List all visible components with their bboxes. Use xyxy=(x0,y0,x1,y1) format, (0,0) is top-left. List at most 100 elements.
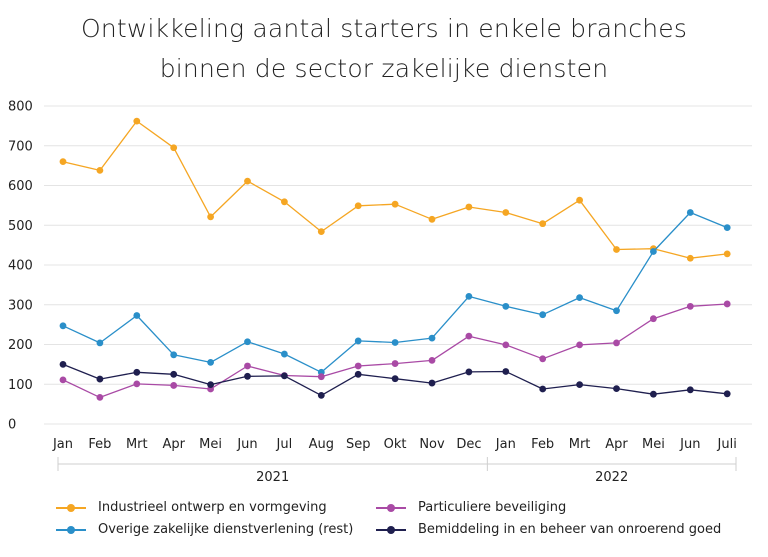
data-point xyxy=(576,294,583,301)
x-tick-label: Apr xyxy=(162,437,185,452)
data-point xyxy=(244,362,251,370)
legend-swatch xyxy=(376,524,406,536)
data-point xyxy=(170,382,178,389)
data-point xyxy=(428,357,436,364)
data-point xyxy=(59,360,67,368)
y-tick-label: 200 xyxy=(8,338,33,353)
data-point xyxy=(502,341,510,349)
legend-swatch xyxy=(56,524,86,536)
x-tick-label: Mei xyxy=(199,437,222,452)
data-point xyxy=(502,209,510,216)
data-point xyxy=(576,381,583,389)
data-point xyxy=(281,198,288,206)
data-point xyxy=(354,337,362,345)
data-point xyxy=(133,312,141,319)
data-point xyxy=(723,300,731,308)
data-point xyxy=(723,390,731,398)
data-point xyxy=(613,246,620,253)
data-point xyxy=(96,375,104,383)
data-point xyxy=(96,166,104,174)
data-point xyxy=(96,393,104,401)
legend-label: Particuliere beveiliging xyxy=(418,500,567,515)
data-point xyxy=(502,368,510,375)
data-point xyxy=(96,339,104,347)
legend-item-bemiddeling: Bemiddeling in en beheer van onroerend g… xyxy=(376,522,721,537)
x-tick-label: Mrt xyxy=(569,437,591,452)
y-tick-label: 800 xyxy=(8,100,33,115)
data-point xyxy=(650,248,657,255)
data-point xyxy=(465,332,473,340)
x-tick-label: Apr xyxy=(605,437,628,452)
x-tick-label: Nov xyxy=(419,437,445,452)
data-point xyxy=(59,376,67,384)
y-tick-label: 700 xyxy=(8,139,33,154)
year-label: 2022 xyxy=(595,470,628,485)
x-tick-label: Mei xyxy=(642,437,665,452)
data-point xyxy=(244,177,251,185)
data-point xyxy=(133,117,141,125)
series-line-0 xyxy=(62,120,728,259)
y-tick-label: 300 xyxy=(8,298,33,313)
data-point xyxy=(502,302,510,310)
x-tick-label: Feb xyxy=(531,437,554,452)
data-point xyxy=(354,362,362,370)
data-point xyxy=(281,372,288,380)
y-tick-label: 400 xyxy=(8,259,33,274)
data-point xyxy=(170,370,178,378)
x-tick-label: Dec xyxy=(456,437,481,452)
data-point xyxy=(613,307,620,315)
data-point xyxy=(650,390,657,398)
legend-label: Industrieel ontwerp en vormgeving xyxy=(98,500,327,515)
data-point xyxy=(539,355,547,363)
x-tick-label: Jan xyxy=(495,437,516,452)
data-point xyxy=(539,385,547,393)
data-point xyxy=(686,302,694,310)
data-point xyxy=(133,368,141,376)
x-tick-label: Okt xyxy=(384,437,407,452)
x-tick-label: Aug xyxy=(309,437,334,452)
data-point xyxy=(539,220,547,228)
data-point xyxy=(170,144,178,152)
data-point xyxy=(686,386,694,394)
data-point xyxy=(723,250,731,258)
data-point xyxy=(59,322,67,330)
data-point xyxy=(317,391,325,399)
data-point xyxy=(391,339,399,346)
year-label: 2021 xyxy=(256,470,289,485)
data-point xyxy=(576,341,583,349)
data-point xyxy=(686,209,694,216)
data-point xyxy=(59,158,67,166)
data-point xyxy=(133,380,141,388)
data-point xyxy=(465,368,473,376)
x-tick-label: Feb xyxy=(88,437,111,452)
data-point xyxy=(207,213,215,221)
data-point xyxy=(391,360,399,367)
x-tick-label: Jul xyxy=(276,437,293,452)
legend-label: Bemiddeling in en beheer van onroerend g… xyxy=(418,522,722,537)
legend-item-overige: Overige zakelijke dienstverlening (rest) xyxy=(56,522,353,537)
x-tick-label: Sep xyxy=(346,437,371,452)
data-point xyxy=(465,293,473,300)
data-point xyxy=(428,379,436,387)
data-point xyxy=(428,215,436,223)
data-point xyxy=(207,358,215,366)
data-point xyxy=(354,370,362,378)
legend-label: Overige zakelijke dienstverlening (rest) xyxy=(98,522,354,537)
data-point xyxy=(391,375,399,383)
x-tick-label: Jan xyxy=(52,437,73,452)
series-line-1 xyxy=(62,211,728,373)
y-tick-label: 600 xyxy=(8,179,33,194)
chart-title-line-2: binnen de sector zakelijke diensten xyxy=(159,54,609,83)
y-tick-label: 500 xyxy=(8,219,33,234)
data-point xyxy=(650,315,657,323)
y-tick-label: 100 xyxy=(8,378,33,393)
data-point xyxy=(576,196,583,204)
data-point xyxy=(354,202,362,210)
legend-item-industrieel: Industrieel ontwerp en vormgeving xyxy=(56,500,327,515)
data-point xyxy=(613,385,620,393)
data-point xyxy=(244,338,251,346)
data-point xyxy=(281,350,288,358)
legend-swatch xyxy=(56,502,86,514)
data-point xyxy=(317,373,325,381)
